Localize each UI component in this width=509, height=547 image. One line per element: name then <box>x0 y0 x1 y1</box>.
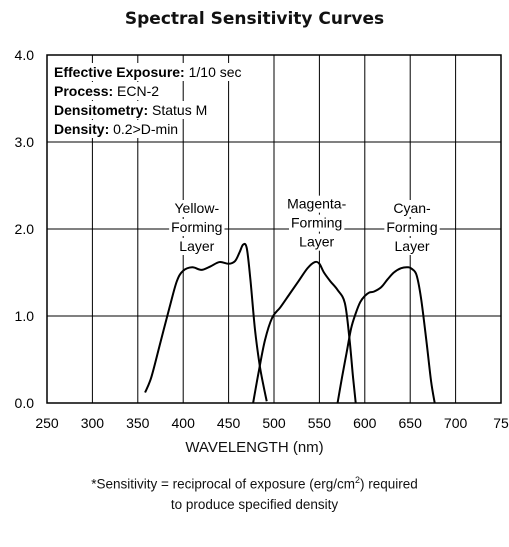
footnote-text-1: *Sensitivity = reciprocal of exposure (e… <box>91 476 355 492</box>
y-tick-label: 1.0 <box>15 308 35 324</box>
annotation-line: Density: 0.2>D-min <box>54 121 178 137</box>
annotation-value: 1/10 sec <box>189 64 242 80</box>
series-line-1 <box>252 260 357 404</box>
series-label-2: Forming <box>386 219 437 235</box>
x-tick-label: 450 <box>217 415 241 431</box>
series-label-0: Layer <box>179 238 214 254</box>
y-tick-label: 4.0 <box>15 47 35 63</box>
annotation-label: Effective Exposure: <box>54 64 189 80</box>
footnote: *Sensitivity = reciprocal of exposure (e… <box>0 470 509 515</box>
footnote-text-2: ) required <box>359 476 418 492</box>
footnote-superscript: 2 <box>354 475 360 485</box>
x-tick-label: 550 <box>308 415 332 431</box>
annotation-box: Effective Exposure: 1/10 sec Process: ECN… <box>51 63 245 138</box>
annotation-line: Process: ECN-2 <box>54 83 159 99</box>
annotation-line: Densitometry: Status M <box>54 102 207 118</box>
series-label-bg <box>384 219 440 236</box>
series-label-bg <box>172 200 222 217</box>
x-tick-label: 300 <box>81 415 105 431</box>
series-labels: Yellow- Forming Layer Magenta- Forming Layer C… <box>169 195 440 255</box>
chart-title: Spectral Sensitivity Curves <box>124 9 385 29</box>
annotation-bg <box>51 101 211 119</box>
series-label-bg <box>169 219 225 236</box>
series-label-1: Layer <box>299 234 334 250</box>
annotation-label: Process: <box>54 83 117 99</box>
series-label-0: Yellow- <box>175 200 220 216</box>
x-tick-label: 250 <box>35 415 59 431</box>
series-label-2: Layer <box>395 238 430 254</box>
series-label-1: Forming <box>291 215 342 231</box>
x-tick-label: 75 <box>493 415 509 431</box>
series-label-1: Magenta- <box>287 196 346 212</box>
plot-frame <box>46 54 502 404</box>
annotation-value: Status M <box>152 102 207 118</box>
series-label-0: Forming <box>171 219 222 235</box>
series-layer <box>144 242 436 404</box>
annotation-bg <box>51 82 163 100</box>
series-label-bg <box>392 238 432 255</box>
x-tick-label: 600 <box>353 415 377 431</box>
x-tick-label: 650 <box>399 415 423 431</box>
annotation-bg <box>51 63 245 81</box>
footnote-line-2: to produce specified density <box>170 496 339 512</box>
x-tick-label: 400 <box>172 415 196 431</box>
x-tick-label: 700 <box>444 415 468 431</box>
series-label-bg <box>296 233 337 251</box>
series-line-0 <box>144 242 268 402</box>
x-tick-label: 350 <box>126 415 150 431</box>
series-label-bg <box>391 200 433 217</box>
y-tick-label: 3.0 <box>15 134 35 150</box>
series-label-bg <box>177 238 217 255</box>
y-tick-label: 2.0 <box>15 221 35 237</box>
annotation-value: ECN-2 <box>117 83 159 99</box>
annotation-value: 0.2>D-min <box>113 121 178 137</box>
annotation-label: Densitometry: <box>54 102 152 118</box>
x-axis-label: WAVELENGTH (nm) <box>185 439 324 456</box>
series-label-2: Cyan- <box>393 200 431 216</box>
annotation-line: Effective Exposure: 1/10 sec <box>54 64 242 80</box>
footnote-line-1: *Sensitivity = reciprocal of exposure (e… <box>0 470 509 495</box>
series-line-2 <box>336 266 436 404</box>
annotation-label: Density: <box>54 121 113 137</box>
tick-labels: 0.0 1.0 2.0 3.0 4.0 250 300 350 400 450 500 550 600 6… <box>15 47 509 431</box>
x-tick-label: 500 <box>262 415 286 431</box>
series-label-bg <box>284 195 349 213</box>
y-tick-label: 0.0 <box>15 395 35 411</box>
annotation-bg <box>51 120 182 138</box>
series-label-bg <box>288 214 345 232</box>
